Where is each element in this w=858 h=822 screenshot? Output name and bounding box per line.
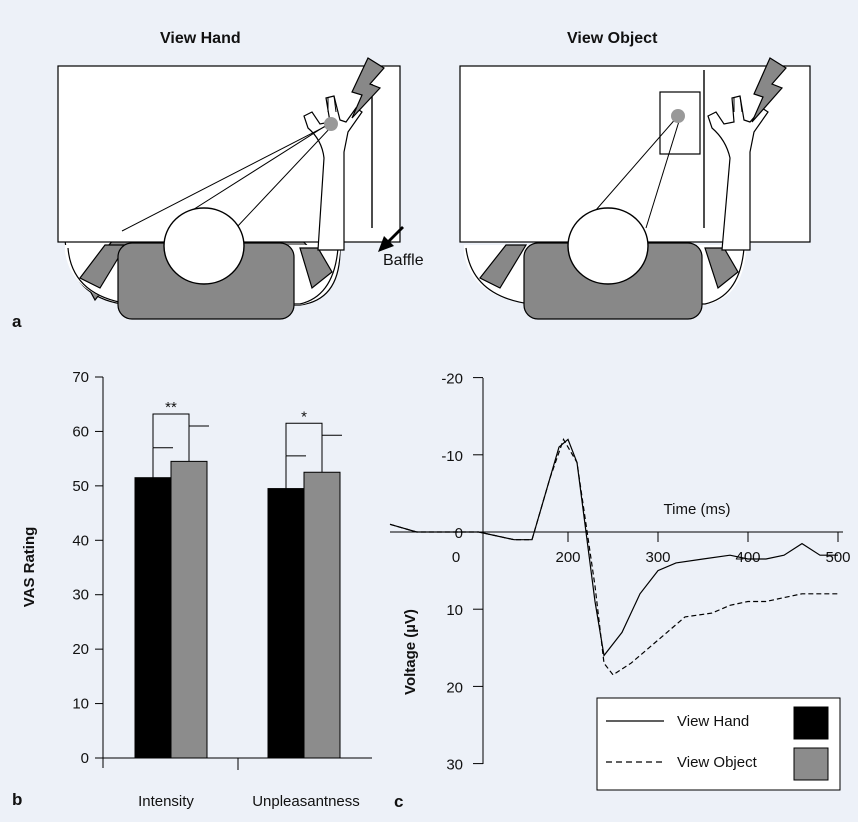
significance-label: ** bbox=[165, 399, 177, 416]
bar bbox=[303, 471, 341, 759]
x-tick-label: 500 bbox=[825, 549, 850, 566]
x-axis-label: Time (ms) bbox=[664, 501, 731, 518]
y-tick-label: 10 bbox=[446, 602, 463, 619]
y-tick-label: 10 bbox=[72, 696, 89, 713]
y-tick-label: 30 bbox=[446, 757, 463, 774]
view-hand-scene bbox=[57, 57, 404, 320]
table bbox=[459, 65, 811, 243]
x-tick-label: 400 bbox=[735, 549, 760, 566]
x-tick-label: 0 bbox=[452, 549, 460, 566]
bar bbox=[170, 460, 208, 759]
y-tick-label: 0 bbox=[81, 750, 89, 767]
category-label: Intensity bbox=[138, 793, 194, 810]
y-axis-label: Voltage (µV) bbox=[402, 609, 419, 695]
baffle-label: Baffle bbox=[383, 252, 424, 269]
y-tick-label: 50 bbox=[72, 478, 89, 495]
y-tick-label: 40 bbox=[72, 532, 89, 549]
y-tick-label: -20 bbox=[441, 371, 463, 388]
bar bbox=[267, 488, 305, 759]
panel-b-letter: b bbox=[12, 790, 23, 809]
y-tick-label: -10 bbox=[441, 448, 463, 465]
view-hand-title: View Hand bbox=[160, 30, 241, 47]
target-dot bbox=[671, 109, 685, 123]
legend-swatch bbox=[793, 747, 829, 781]
y-tick-label: 0 bbox=[455, 525, 463, 542]
y-tick-label: 20 bbox=[72, 641, 89, 658]
category-label: Unpleasantness bbox=[252, 793, 360, 810]
significance-label: * bbox=[301, 408, 307, 425]
head bbox=[567, 207, 649, 285]
head bbox=[163, 207, 245, 285]
panel-c-letter: c bbox=[394, 792, 404, 811]
object-box bbox=[659, 91, 701, 155]
y-tick-label: 60 bbox=[72, 423, 89, 440]
target-dot bbox=[324, 117, 338, 131]
series-line bbox=[389, 437, 838, 676]
y-tick-label: 20 bbox=[446, 679, 463, 696]
arm bbox=[707, 95, 769, 251]
x-tick-label: 300 bbox=[645, 549, 670, 566]
view-object-scene bbox=[459, 57, 811, 320]
y-tick-label: 70 bbox=[72, 369, 89, 386]
y-tick-label: 30 bbox=[72, 587, 89, 604]
x-tick-label: 200 bbox=[555, 549, 580, 566]
y-axis-label: VAS Rating bbox=[21, 527, 38, 608]
arrow-icon bbox=[378, 226, 404, 252]
lightning-icon bbox=[751, 57, 787, 123]
lightning-icon bbox=[351, 57, 385, 119]
legend-swatch bbox=[793, 706, 829, 740]
significance-bracket bbox=[152, 413, 190, 448]
legend-label: View Hand bbox=[677, 713, 749, 730]
panel-a-letter: a bbox=[12, 312, 22, 331]
legend-label: View Object bbox=[677, 754, 758, 771]
view-object-title: View Object bbox=[567, 30, 658, 47]
arm bbox=[303, 95, 363, 251]
series-line bbox=[389, 438, 838, 657]
significance-bracket bbox=[285, 422, 323, 456]
